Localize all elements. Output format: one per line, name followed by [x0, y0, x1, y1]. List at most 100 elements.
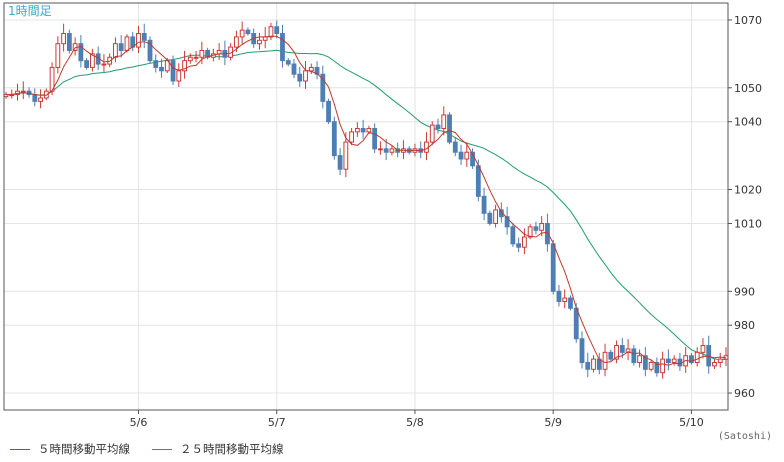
candle-body — [297, 73, 303, 82]
legend-label-ma5: ５時間移動平均線 — [38, 442, 130, 456]
x-tick-label: 5/10 — [679, 416, 704, 429]
legend-swatch-ma25 — [152, 448, 172, 450]
candle-body — [665, 358, 671, 364]
candle-body — [326, 100, 331, 123]
candle-body — [118, 43, 124, 51]
candle-body — [654, 362, 660, 374]
candle-body — [84, 60, 90, 68]
candle-body — [32, 94, 38, 102]
candle-body — [441, 114, 447, 129]
candle-body — [712, 362, 717, 367]
y-tick-label: 1010 — [734, 217, 762, 230]
candle-body — [550, 243, 556, 292]
candle-body — [291, 63, 297, 75]
candle-body — [533, 226, 539, 231]
candle-body — [614, 345, 619, 360]
candle-body — [182, 60, 187, 72]
plot-frame — [3, 2, 729, 411]
candle-body — [257, 39, 262, 45]
x-tick-label: 5/9 — [544, 416, 562, 429]
candle-body — [38, 97, 43, 102]
candle-body — [349, 131, 355, 143]
candle-body — [631, 348, 637, 364]
candle-body — [510, 226, 516, 245]
candle-body — [435, 124, 441, 129]
candle-body — [55, 43, 61, 68]
candle-body — [521, 236, 527, 248]
candle-body — [337, 155, 343, 170]
x-axis-ticks: 5/6 5/7 5/8 5/9 5/10 — [130, 410, 704, 429]
candle-body — [239, 29, 245, 38]
legend-label-ma25: ２５時間移動平均線 — [180, 442, 284, 456]
candle-body — [268, 26, 274, 38]
candle-body — [233, 36, 239, 48]
grid-lines — [4, 3, 728, 410]
candle-body — [124, 36, 130, 51]
x-tick-label: 5/8 — [406, 416, 424, 429]
candle-body — [193, 56, 199, 59]
ma25-line — [6, 49, 727, 361]
candle-body — [147, 39, 153, 62]
x-tick-label: 5/6 — [130, 416, 148, 429]
candle-body — [303, 70, 308, 82]
legend-item-ma5: ５時間移動平均線 — [10, 441, 130, 457]
candle-body — [308, 66, 314, 72]
y-tick-label: 1040 — [734, 116, 762, 129]
candle-body — [176, 70, 182, 82]
candle-body — [470, 151, 475, 167]
candle-body — [602, 351, 608, 370]
candle-body — [660, 358, 666, 374]
candle-body — [487, 212, 493, 224]
candle-body — [78, 43, 84, 62]
candle-body — [372, 127, 378, 150]
y-tick-label: 1050 — [734, 82, 762, 95]
x-tick-label: 5/7 — [268, 416, 286, 429]
candles-layer — [3, 20, 729, 379]
candle-body — [360, 127, 366, 133]
candle-body — [625, 348, 631, 353]
candle-body — [429, 124, 435, 143]
candle-body — [377, 148, 383, 151]
candle-body — [113, 43, 118, 58]
ma25-layer — [6, 49, 727, 361]
candle-body — [216, 49, 222, 55]
candle-body — [579, 338, 585, 364]
candle-body — [89, 53, 95, 68]
candle-body — [717, 358, 723, 364]
candle-body — [516, 243, 522, 248]
candle-body — [677, 358, 683, 367]
legend-swatch-ma5 — [10, 448, 30, 450]
candle-body — [539, 222, 545, 231]
candle-body — [556, 290, 562, 302]
candle-body — [671, 358, 677, 364]
candle-body — [694, 351, 700, 364]
candle-body — [475, 165, 481, 197]
candle-body — [504, 216, 510, 228]
candle-body — [545, 222, 550, 245]
candle-body — [619, 345, 625, 353]
candle-body — [585, 362, 591, 370]
y-tick-label: 980 — [734, 319, 755, 332]
candle-body — [61, 33, 67, 45]
candle-body — [447, 114, 452, 143]
candle-body — [383, 148, 389, 153]
candle-body — [648, 362, 654, 370]
candle-body — [43, 90, 49, 99]
candle-body — [187, 56, 193, 62]
candle-body — [153, 60, 159, 68]
candle-body — [343, 141, 349, 170]
candle-body — [608, 351, 614, 360]
candle-body — [199, 49, 205, 58]
candle-body — [136, 33, 141, 48]
candle-body — [49, 66, 55, 92]
unit-label: (Satoshi) — [717, 431, 772, 442]
y-tick-label: 1020 — [734, 184, 762, 197]
ma5-layer — [6, 35, 727, 366]
candle-body — [354, 127, 360, 133]
y-tick-label: 1070 — [734, 14, 762, 27]
candle-body — [331, 121, 337, 157]
candle-body — [481, 195, 487, 214]
candle-body — [101, 63, 107, 66]
legend: ５時間移動平均線 ２５時間移動平均線 — [10, 440, 306, 458]
y-tick-label: 960 — [734, 387, 755, 400]
